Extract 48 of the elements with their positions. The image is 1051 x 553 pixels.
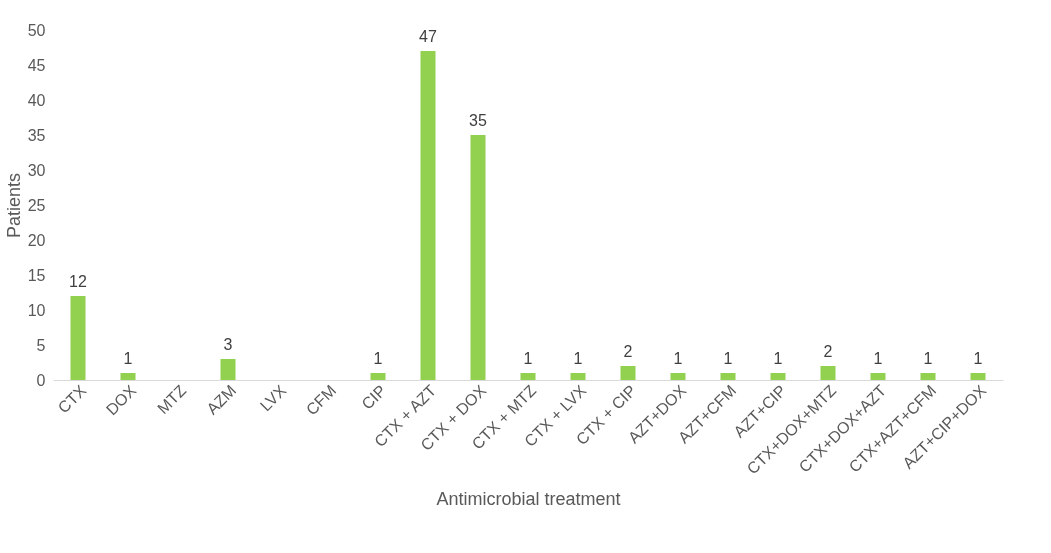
data-label: 1: [123, 350, 133, 367]
y-tick-label: 30: [27, 161, 46, 179]
y-tick-label: 35: [27, 126, 46, 144]
data-label: 35: [469, 112, 487, 129]
y-tick-label: 5: [36, 336, 46, 354]
bar: [370, 373, 386, 380]
bar: [470, 135, 486, 380]
bar: [970, 373, 986, 380]
data-label: 1: [923, 350, 933, 367]
bar: [770, 373, 786, 380]
y-tick-label: 20: [27, 231, 46, 249]
y-axis-title: Patients: [3, 172, 24, 239]
x-axis-title: Antimicrobial treatment: [436, 489, 621, 510]
bar: [570, 373, 586, 380]
data-label: 12: [69, 273, 87, 290]
data-label: 3: [223, 336, 233, 353]
data-label: 47: [419, 28, 437, 45]
y-tick-label: 45: [27, 56, 46, 74]
bar: [920, 373, 936, 380]
data-label: 1: [773, 350, 783, 367]
y-tick-label: 25: [27, 196, 46, 214]
x-tick-label: CIP: [358, 381, 390, 413]
bar: [220, 359, 236, 380]
bar: [120, 373, 136, 380]
bar: [420, 51, 436, 380]
bar: [870, 373, 886, 380]
y-tick-label: 40: [27, 91, 46, 109]
y-tick-label: 0: [36, 371, 46, 389]
data-label: 2: [823, 343, 833, 360]
data-label: 1: [723, 350, 733, 367]
bar: [670, 373, 686, 380]
bar: [720, 373, 736, 380]
data-label: 2: [623, 343, 633, 360]
y-tick-label: 50: [27, 21, 46, 39]
data-label: 1: [523, 350, 533, 367]
bar: [520, 373, 536, 380]
y-tick-label: 10: [27, 301, 46, 319]
y-tick-label: 15: [27, 266, 46, 284]
bar: [70, 296, 86, 380]
bar: [620, 366, 636, 380]
x-tick-label: CTX: [54, 381, 90, 417]
x-tick-label: LVX: [256, 381, 290, 415]
data-label: 1: [973, 350, 983, 367]
data-label: 1: [873, 350, 883, 367]
bar: [820, 366, 836, 380]
data-label: 1: [573, 350, 583, 367]
data-label: 1: [673, 350, 683, 367]
data-label: 1: [373, 350, 383, 367]
